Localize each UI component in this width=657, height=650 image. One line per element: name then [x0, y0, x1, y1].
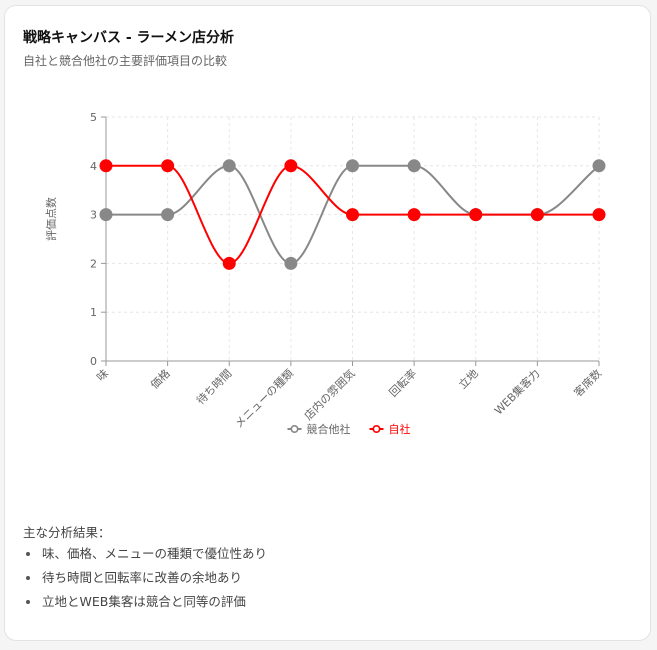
- x-tick-label: WEB集客力: [491, 366, 542, 417]
- data-point-series-0: [284, 256, 298, 270]
- x-tick-label: メニューの種類: [232, 366, 296, 430]
- x-tick-label: 回転率: [386, 366, 419, 399]
- data-point-series-0: [592, 159, 606, 173]
- x-tick-label: 客席数: [571, 366, 604, 399]
- strategy-canvas-card: [4, 5, 651, 641]
- legend-marker: [290, 424, 299, 433]
- data-point-series-1: [99, 159, 113, 173]
- data-point-series-1: [407, 208, 421, 222]
- data-point-series-1: [530, 208, 544, 222]
- legend-label: 自社: [389, 422, 411, 436]
- page-title: 戦略キャンバス - ラーメン店分析: [23, 30, 234, 46]
- x-tick-label: 味: [94, 367, 111, 384]
- x-tick-label: 店内の雰囲気: [301, 366, 358, 423]
- data-point-series-1: [469, 208, 483, 222]
- finding-item: 待ち時間と回転率に改善の余地あり: [23, 569, 267, 593]
- page-subtitle: 自社と競合他社の主要評価項目の比較: [23, 54, 228, 68]
- data-point-series-1: [284, 159, 298, 173]
- legend-label: 競合他社: [307, 422, 351, 436]
- data-point-series-1: [222, 256, 236, 270]
- x-tick-label: 立地: [455, 366, 480, 391]
- data-point-series-0: [222, 159, 236, 173]
- y-tick-label: 3: [90, 209, 97, 222]
- y-tick-label: 1: [90, 306, 97, 319]
- data-point-series-1: [592, 208, 606, 222]
- y-tick-label: 5: [90, 111, 97, 124]
- series-line-1: [106, 164, 600, 265]
- y-axis-label: 評価点数: [44, 197, 58, 241]
- y-tick-label: 0: [90, 355, 97, 368]
- finding-item: 立地とWEB集客は競合と同等の評価: [23, 593, 267, 617]
- data-point-series-0: [161, 208, 175, 222]
- data-point-series-1: [346, 208, 359, 222]
- data-point-series-0: [99, 208, 113, 222]
- data-point-series-0: [346, 159, 359, 173]
- findings-list: 味、価格、メニューの種類で優位性あり 待ち時間と回転率に改善の余地あり 立地とW…: [23, 545, 267, 617]
- y-tick-label: 4: [90, 160, 97, 173]
- x-tick-label: 価格: [147, 366, 172, 391]
- findings-title: 主な分析結果：: [23, 525, 111, 540]
- data-point-series-1: [161, 159, 175, 173]
- legend-marker: [372, 424, 381, 433]
- x-tick-label: 待ち時間: [193, 366, 234, 407]
- finding-item: 味、価格、メニューの種類で優位性あり: [23, 545, 267, 569]
- data-point-series-0: [407, 159, 421, 173]
- y-tick-label: 2: [90, 257, 97, 270]
